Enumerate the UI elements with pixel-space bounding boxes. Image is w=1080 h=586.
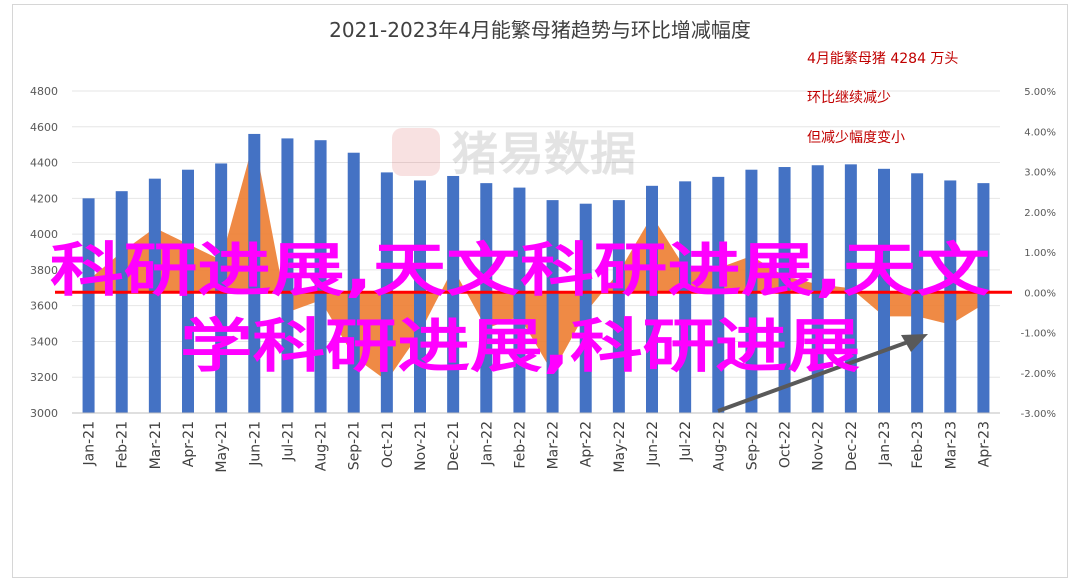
- y-left-tick-label: 3000: [30, 407, 58, 420]
- x-tick-label: Nov-21: [413, 421, 429, 471]
- bar: [612, 200, 625, 413]
- y-left-tick-label: 4200: [30, 192, 58, 205]
- x-tick-label: Jan-21: [82, 421, 98, 466]
- x-tick-label: May-21: [214, 421, 230, 473]
- y-left-tick-label: 3200: [30, 371, 58, 384]
- x-tick-label: Jan-23: [877, 421, 893, 466]
- x-tick-label: Mar-22: [546, 421, 562, 469]
- bar: [712, 176, 725, 413]
- y-right-tick-label: -3.00%: [1021, 409, 1056, 420]
- x-tick-label: Jul-21: [280, 421, 296, 462]
- x-tick-label: Jun-21: [247, 421, 263, 467]
- x-tick-label: Apr-23: [976, 421, 992, 467]
- x-tick-label: Apr-22: [579, 421, 595, 467]
- bar: [579, 203, 592, 413]
- annotation-box: 4月能繁母猪 4284 万头 环比继续减少 但减少幅度变小: [807, 51, 958, 146]
- x-tick-label: Dec-21: [446, 421, 462, 471]
- bar: [679, 181, 692, 413]
- arrow-head: [901, 334, 928, 352]
- x-tick-label: Mar-23: [943, 421, 959, 469]
- x-tick-label: Jan-22: [479, 421, 495, 466]
- bar: [314, 140, 327, 413]
- bar: [513, 187, 526, 413]
- overlay-line-2: 学科研进展,科研进展: [180, 312, 860, 380]
- x-tick-label: Jul-22: [678, 421, 694, 462]
- x-axis: Jan-21 Feb-21 Mar-21 Apr-21 May-21 Jun-21 Jul-…: [82, 421, 993, 473]
- x-tick-label: Sep-21: [347, 421, 363, 470]
- y-axis-left: 3000 3200 3400 3600 3800 4000 4200 4400 4600 4800: [30, 85, 58, 420]
- bar: [844, 164, 857, 413]
- y-left-tick-label: 3400: [30, 335, 58, 348]
- y-axis-right: -3.00% -2.00% -1.00% 0.00% 1.00% 2.00% 3.00% 4.…: [1021, 87, 1056, 420]
- x-tick-label: May-22: [612, 421, 628, 473]
- y-left-tick-label: 4000: [30, 228, 58, 241]
- y-left-tick-label: 4400: [30, 157, 58, 170]
- x-tick-label: Aug-22: [711, 421, 727, 471]
- change-area: [88, 139, 984, 381]
- x-tick-label: Mar-21: [148, 421, 164, 469]
- bar: [480, 183, 493, 413]
- x-tick-label: Apr-21: [181, 421, 197, 467]
- y-left-tick-label: 3600: [30, 300, 58, 313]
- bar: [248, 133, 261, 413]
- arrow-line: [717, 340, 909, 413]
- y-right-tick-label: 1.00%: [1024, 248, 1056, 259]
- x-tick-label: Aug-21: [314, 421, 330, 471]
- watermark-logo: [392, 128, 440, 176]
- bar: [82, 198, 95, 413]
- y-right-tick-label: 5.00%: [1024, 87, 1056, 98]
- bar: [148, 178, 161, 413]
- bar: [944, 180, 957, 413]
- y-left-tick-label: 4600: [30, 121, 58, 134]
- x-tick-label: Nov-22: [811, 421, 827, 471]
- overlay-text: 科研进展,天文科研进展,天文 学科研进展,科研进展: [50, 236, 990, 380]
- bars-series: [82, 133, 990, 413]
- y-right-tick-label: 2.00%: [1024, 208, 1056, 219]
- bar: [778, 167, 791, 413]
- x-tick-label: Oct-21: [380, 421, 396, 468]
- y-left-tick-label: 4800: [30, 85, 58, 98]
- y-left-tick-label: 3800: [30, 264, 58, 277]
- bar: [977, 183, 990, 413]
- bar: [414, 180, 426, 413]
- bar: [546, 200, 559, 413]
- chart-frame: [12, 4, 1068, 578]
- annotation-line-3: 但减少幅度变小: [807, 130, 905, 146]
- x-tick-label: Feb-21: [115, 421, 131, 469]
- bar: [811, 165, 824, 413]
- x-tick-label: Dec-22: [844, 421, 860, 471]
- y-right-tick-label: 0.00%: [1024, 288, 1056, 299]
- x-tick-label: Sep-22: [744, 421, 760, 470]
- x-tick-label: Oct-22: [778, 421, 794, 468]
- bar: [347, 152, 360, 413]
- watermark-text: 猪易数据: [452, 127, 636, 181]
- bar: [646, 185, 658, 413]
- y-right-tick-label: -2.00%: [1021, 369, 1056, 380]
- y-right-tick-label: 3.00%: [1024, 168, 1056, 179]
- y-right-tick-label: -1.00%: [1021, 329, 1056, 340]
- trend-arrow: [717, 334, 928, 413]
- bar: [115, 191, 128, 413]
- annotation-line-1: 4月能繁母猪 4284 万头: [807, 51, 958, 67]
- x-tick-label: Jun-22: [645, 421, 661, 467]
- watermark: 猪易数据: [392, 127, 636, 181]
- bar: [447, 175, 460, 413]
- overlay-line-1: 科研进展,天文科研进展,天文: [50, 236, 990, 304]
- x-tick-label: Feb-23: [910, 421, 926, 469]
- y-right-tick-label: 4.00%: [1024, 127, 1056, 138]
- annotation-line-2: 环比继续减少: [807, 89, 891, 106]
- bar: [281, 138, 294, 413]
- chart-title: 2021-2023年4月能繁母猪趋势与环比增减幅度: [329, 18, 751, 42]
- x-tick-label: Feb-22: [512, 421, 528, 469]
- bar: [215, 163, 228, 413]
